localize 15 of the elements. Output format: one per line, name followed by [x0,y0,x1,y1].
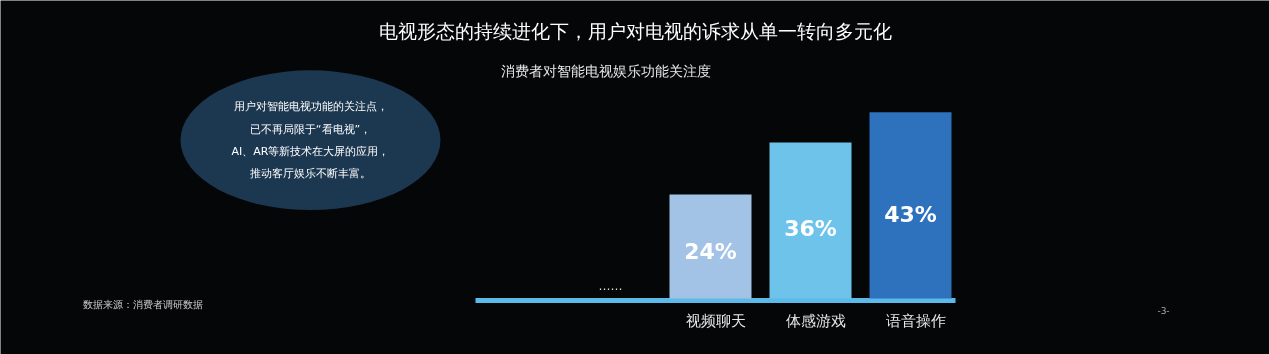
source-note: 数据来源：消费者调研数据 [82,299,203,310]
chart-title: 电视形态的持续进化下，用户对电视的诉求从单一转向多元化 [378,19,892,42]
x-tick-label: 语音操作 [885,311,946,330]
x-tick-label: 体感游戏 [785,311,846,330]
x-tick-label: 视频聊天 [685,311,746,330]
data-label: 36% [784,215,837,241]
text: 用户对智能电视功能的关注点， [233,100,388,114]
data-label: 24% [684,239,737,265]
text: 已不再局限于“看电视”， [249,122,372,136]
text: AI、AR等新技术在大屏的应用， [231,144,390,158]
chart-subtitle: 消费者对智能电视娱乐功能关注度 [500,62,711,79]
text: …… [598,279,623,294]
text: 推动客厅娱乐不断丰富。 [250,167,371,181]
data-label: 43% [884,202,937,228]
text: -3- [1157,306,1170,316]
